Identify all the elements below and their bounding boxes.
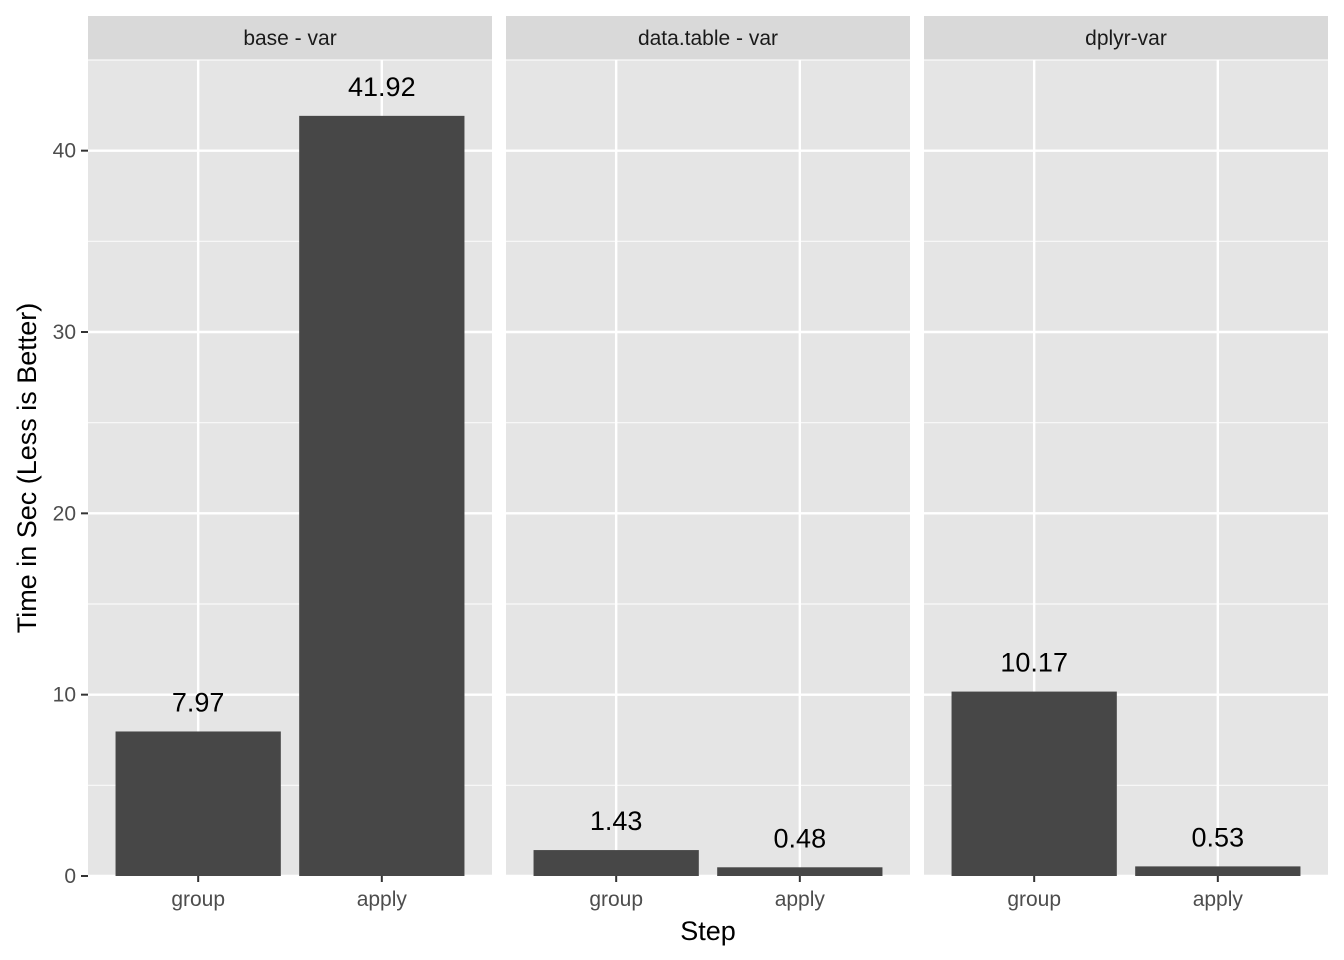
bar-data-table-var-group [533, 850, 699, 876]
y-tick-label: 0 [64, 865, 76, 888]
facet-strip-label: base - var [243, 27, 336, 50]
y-axis: 0 10 20 30 40 [53, 140, 88, 888]
facet-strip [924, 16, 1328, 60]
bar-dplyr-var-group [951, 691, 1117, 876]
facet-strip-label: data.table - var [638, 27, 778, 50]
bar-base-var-apply [299, 115, 465, 877]
facet-strip [506, 16, 910, 60]
y-tick-label: 20 [53, 502, 76, 525]
y-tick-label: 40 [53, 140, 76, 163]
x-tick-label: group [589, 888, 643, 911]
x-tick-label: group [171, 888, 225, 911]
bar-base-var-group [115, 731, 281, 876]
y-tick-label: 10 [53, 684, 76, 707]
x-tick-label: group [1007, 888, 1061, 911]
x-tick-label: apply [357, 888, 408, 911]
data-label: 41.92 [348, 72, 416, 102]
data-label: 7.97 [172, 687, 225, 717]
facet-panel-base-var: base - var 7.97 41.92 group apply [88, 16, 492, 911]
bar-dplyr-var-apply [1135, 866, 1301, 876]
y-tick-label: 30 [53, 321, 76, 344]
facet-strip [88, 16, 492, 60]
x-axis-title: Step [680, 916, 736, 946]
bar-data-table-var-apply [717, 867, 883, 876]
y-axis-title: Time in Sec (Less is Better) [12, 303, 42, 634]
facet-panel-dplyr-var: dplyr-var 10.17 0.53 group apply [924, 16, 1328, 911]
x-tick-label: apply [1193, 888, 1244, 911]
facet-strip-label: dplyr-var [1085, 27, 1167, 50]
data-label: 10.17 [1000, 648, 1068, 678]
data-label: 0.53 [1192, 822, 1245, 852]
facet-panel-data-table-var: data.table - var 1.43 0.48 group apply [506, 16, 910, 911]
data-label: 0.48 [774, 823, 827, 853]
x-tick-label: apply [775, 888, 826, 911]
data-label: 1.43 [590, 806, 643, 836]
panel-background [506, 60, 910, 876]
